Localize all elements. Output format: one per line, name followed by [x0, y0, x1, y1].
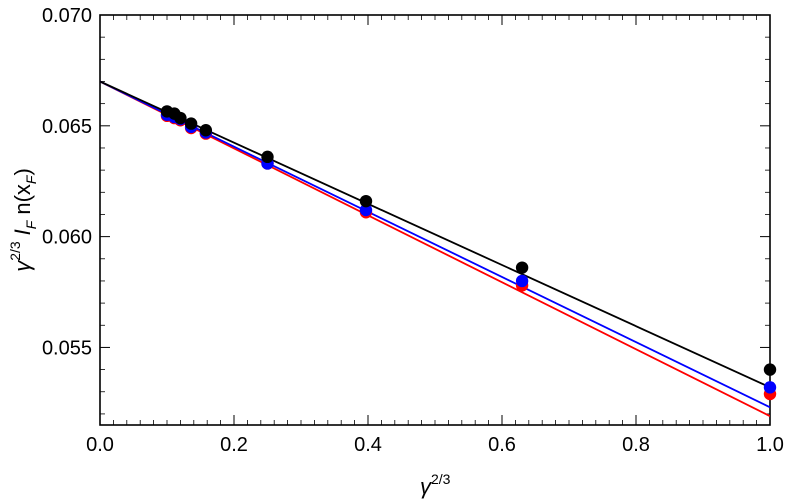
- x-tick-labels: 0.0 0.2 0.4 0.6 0.8 1.0: [86, 434, 784, 456]
- data-point: [184, 117, 198, 130]
- data-point: [763, 363, 777, 376]
- x-tick-label: 0.0: [86, 434, 114, 456]
- y-tick-label: 0.070: [42, 5, 92, 27]
- x-tick-label: 0.6: [488, 434, 516, 456]
- data-point: [261, 150, 274, 164]
- y-axis-label: γ2/3IFn(xF): [7, 168, 39, 272]
- x-axis-label: γ2/3: [420, 471, 451, 499]
- y-tick-label: 0.065: [42, 116, 92, 138]
- x-tick-label: 0.8: [622, 434, 650, 456]
- data-point: [515, 274, 529, 288]
- data-point: [359, 194, 373, 208]
- data-point: [359, 203, 373, 217]
- ticks: [99, 14, 771, 425]
- data-point: [763, 381, 777, 394]
- x-tick-label: 0.4: [354, 434, 382, 456]
- y-tick-labels: 0.055 0.060 0.065 0.070: [42, 5, 92, 359]
- fit-line: [100, 80, 770, 417]
- x-tick-label: 0.2: [220, 434, 248, 456]
- data-points: [160, 105, 777, 401]
- y-tick-label: 0.055: [42, 337, 92, 359]
- fit-line: [100, 80, 770, 409]
- data-point: [515, 261, 529, 274]
- y-tick-label: 0.060: [42, 227, 92, 249]
- x-tick-label: 1.0: [756, 434, 784, 456]
- plot-frame: [99, 14, 771, 426]
- data-point: [174, 111, 187, 125]
- data-point: [199, 124, 213, 137]
